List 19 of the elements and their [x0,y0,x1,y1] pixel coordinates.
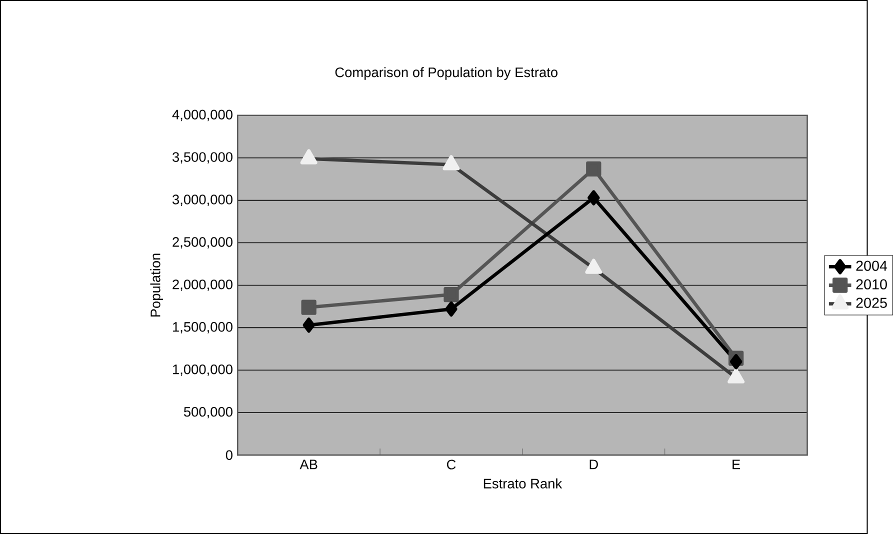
y-axis-title: Population [150,254,164,316]
x-tick-label: D [590,460,598,470]
y-tick-label: 0 [226,450,232,460]
x-tick-label: E [732,460,740,470]
y-tick-label: 1,000,000 [173,364,232,376]
legend-label: 2010 [856,279,887,290]
x-tick-label: AB [300,460,318,470]
y-tick-label: 2,500,000 [172,237,232,248]
x-axis-title: Estrato Rank [484,478,562,488]
legend-label: 2004 [856,260,888,271]
chart-title: Comparison of Population by Estrato [335,67,558,80]
y-tick-label: 3,000,000 [172,194,232,206]
legend-label: 2025 [856,298,887,308]
y-tick-label: 500,000 [184,406,232,418]
y-tick-label: 4,000,000 [172,110,232,122]
y-tick-label: 3,500,000 [172,152,232,164]
y-tick-label: 2,000,000 [172,280,232,291]
x-tick-label: C [446,460,456,470]
y-tick-label: 1,500,000 [173,322,232,334]
